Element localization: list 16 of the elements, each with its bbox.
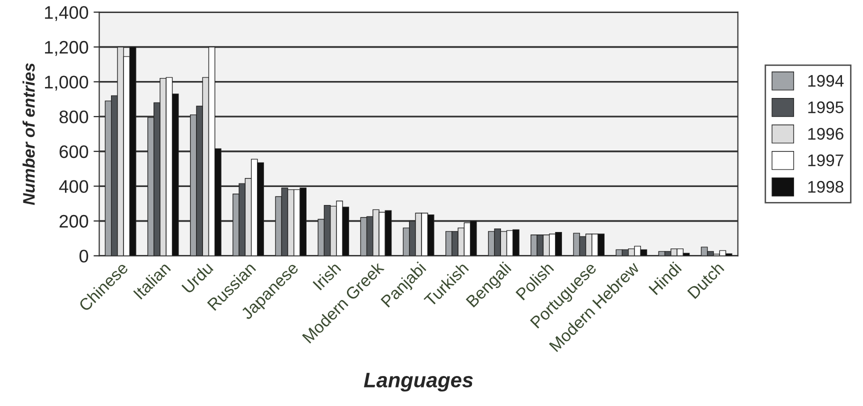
y-tick-label: 200 [60, 214, 88, 228]
legend-label: 1997 [808, 154, 844, 166]
y-tick-label: 400 [59, 180, 88, 193]
legend-label: 1995 [808, 101, 844, 114]
y-tick-label: 0 [79, 250, 88, 262]
x-axis-title: Languages [364, 372, 473, 392]
x-tick-label: Irish [312, 261, 342, 290]
y-axis-title: Number of entries [22, 63, 35, 205]
y-tick-label: 800 [59, 110, 88, 124]
legend-label: 1996 [808, 128, 844, 140]
y-tick-label: 600 [60, 145, 88, 158]
legend-label: 1994 [808, 74, 844, 87]
legend-label: 1998 [808, 180, 844, 193]
y-tick-label: 1,000 [45, 76, 88, 91]
y-tick-label: 1,400 [45, 6, 88, 22]
y-tick-label: 1,200 [45, 40, 88, 56]
